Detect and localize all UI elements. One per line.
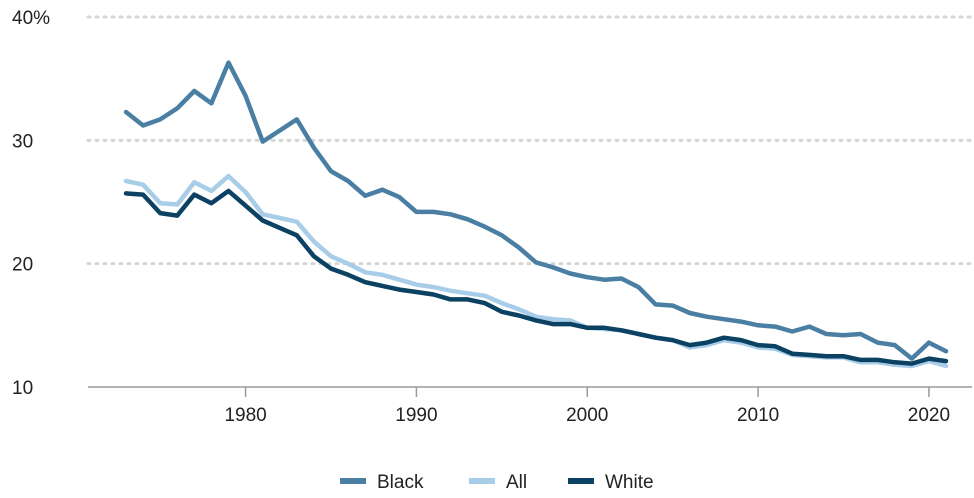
- x-tick-label: 2010: [737, 405, 779, 426]
- y-tick-label: 20: [12, 255, 33, 276]
- y-tick-label: 10: [12, 378, 33, 399]
- y-tick-label: 30: [12, 131, 33, 152]
- series-line-all: [123, 173, 949, 369]
- legend-label-white: White: [605, 472, 654, 493]
- x-tick-label: 1990: [395, 405, 437, 426]
- series-lines: [123, 60, 949, 369]
- y-tick-label: 40%: [12, 8, 50, 29]
- x-tick-label: 2020: [908, 405, 950, 426]
- series-line-white: [123, 188, 949, 366]
- x-axis-ticks: 1980 1990 2000 2010 2020: [224, 387, 950, 426]
- legend-label-all: All: [506, 472, 527, 493]
- series-line-black: [123, 60, 949, 361]
- x-tick-label: 1980: [224, 405, 266, 426]
- y-axis-ticks: 10 20 30 40%: [12, 8, 50, 399]
- legend-label-black: Black: [377, 472, 424, 493]
- gridlines: [86, 15, 974, 388]
- x-tick-label: 2000: [566, 405, 608, 426]
- legend: Black All White: [340, 472, 654, 493]
